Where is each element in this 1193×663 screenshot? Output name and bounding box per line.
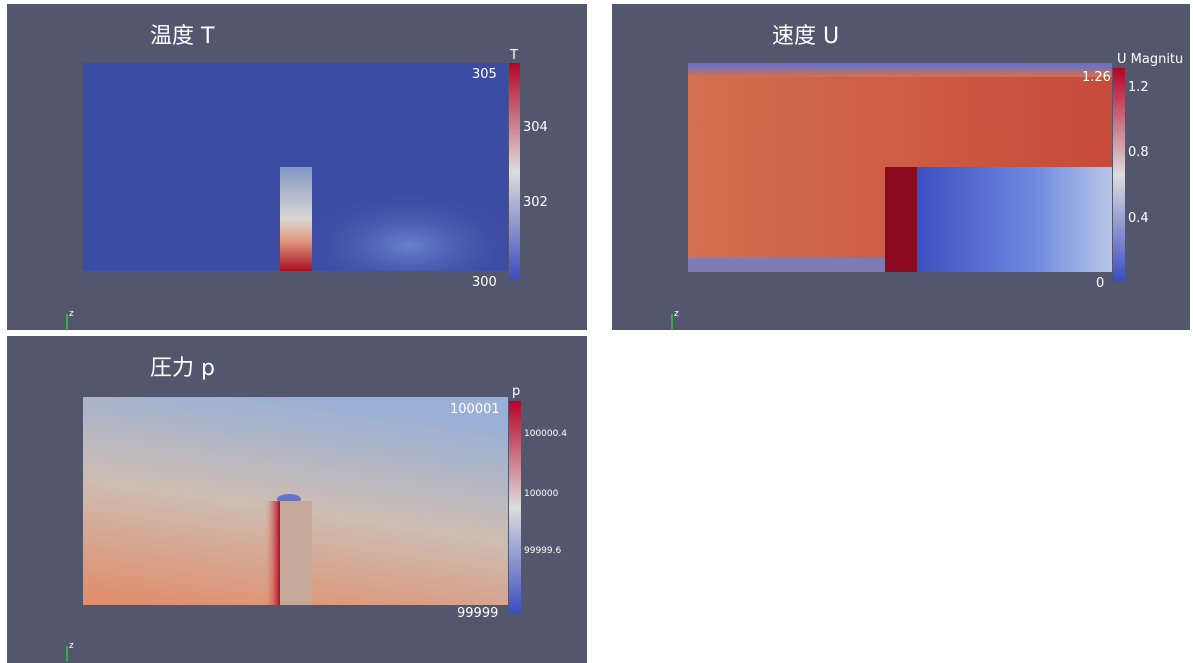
render-view [671,63,1125,329]
block [280,501,312,605]
bar-title: p [512,384,521,399]
title: 速度 U [772,24,840,49]
bar-tick: 0.8 [1128,145,1149,160]
heater-block [280,167,312,271]
axis-label: z [674,309,679,319]
panel-temperature: 温度 T T 305 300 304 302 z [7,4,587,330]
bar-tick: 99999.6 [524,546,562,556]
bar-title: U Magnitu [1117,52,1184,67]
title: 圧力 p [150,356,215,381]
bar-min: 99999 [457,606,499,621]
bar-tick: 100000.4 [524,429,567,439]
stagnation [265,501,280,605]
bar-title: T [510,48,518,63]
wake [917,167,1112,272]
bar-tick: 1.2 [1128,80,1149,95]
bar-tick: 302 [523,195,548,210]
bar-tick: 0.4 [1128,211,1149,226]
bar-min: 0 [1096,276,1105,291]
bar-max: 1.26 [1082,70,1111,85]
render-view [66,63,520,329]
bar-max: 100001 [450,402,500,417]
bar-min: 300 [472,275,497,290]
color-bar [1113,68,1125,282]
bar-tick: 100000 [524,489,559,499]
axis-label: z [69,309,74,319]
render-view [66,397,521,661]
color-bar [509,63,520,280]
block [885,167,917,272]
title: 温度 T [150,24,215,49]
color-bar [509,401,521,614]
axis-label: z [69,641,74,651]
panel-pressure: 圧力 p p 100001 99999 100000.4 100000 9999… [7,336,587,663]
bar-tick: 304 [523,120,548,135]
bar-max: 305 [472,67,497,82]
wall-top [688,63,1112,77]
panel-velocity: 速度 U U Magnitu 1.26 0 1.2 0.8 0.4 z [612,4,1190,330]
